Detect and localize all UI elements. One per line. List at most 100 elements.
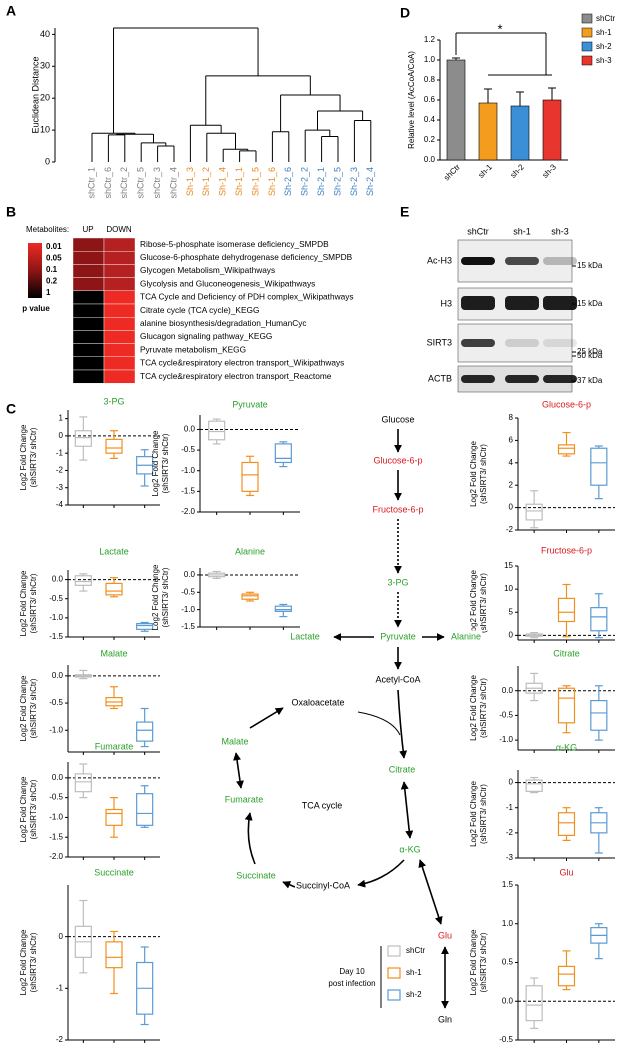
heatmap-cell	[73, 304, 104, 317]
y-tick-label: 1.2	[424, 35, 436, 44]
heatmap-cell	[73, 317, 104, 330]
y-tick-label: -2	[56, 1035, 64, 1044]
y-tick-label: 1	[59, 414, 64, 423]
legend-label: sh-1	[596, 28, 612, 37]
y-tick-label: -1	[56, 448, 64, 457]
y-tick-label: 0	[59, 932, 64, 941]
y-tick-label: 0.6	[424, 95, 436, 104]
y-tick-label: 2	[509, 480, 514, 489]
column-label: UP	[82, 225, 93, 234]
box	[137, 794, 153, 826]
y-tick-label: 0.4	[424, 115, 436, 124]
leaf-label: Sh-2_3	[349, 167, 359, 196]
y-tick-label: -0.5	[181, 587, 195, 596]
row-label: Glucagon signaling pathway_KEGG	[140, 331, 272, 341]
y-tick-label: -3	[56, 483, 64, 492]
blot-row-label: ACTB	[428, 373, 452, 383]
y-tick-label: -2	[506, 525, 514, 534]
box	[559, 813, 575, 836]
scale-tick-label: 0.01	[46, 242, 62, 251]
legend-swatch	[388, 990, 400, 1000]
legend-swatch	[388, 946, 400, 956]
y-axis-label: (shSIRT3/ shCtr)	[161, 433, 170, 493]
blot-row-label: H3	[440, 298, 452, 308]
box	[591, 448, 607, 485]
y-axis-label: Log2 Fold Change	[19, 929, 28, 995]
blot-band	[505, 257, 539, 265]
heatmap-cell	[104, 330, 135, 343]
color-scale	[28, 243, 42, 298]
lane-label: sh-1	[513, 226, 531, 236]
marker-label: 37 kDa	[577, 376, 603, 385]
bar	[543, 100, 561, 160]
y-tick-label: -2	[506, 828, 514, 837]
box	[591, 701, 607, 731]
box	[559, 445, 575, 454]
blot-row-label: Ac-H3	[427, 255, 452, 265]
box	[75, 774, 91, 792]
y-tick-label: 0.0	[184, 570, 196, 579]
heatmap-cell	[104, 264, 135, 277]
scale-tick-label: 1	[46, 288, 51, 297]
leaf-label: shCtr_6	[103, 167, 113, 199]
blot-band	[461, 339, 495, 347]
y-tick-label: 0.0	[502, 996, 514, 1005]
y-tick-label: 0	[45, 156, 50, 166]
y-axis-label: Log2 Fold Change	[19, 424, 28, 490]
box	[559, 966, 575, 985]
y-axis-label: Log2 Fold Change	[469, 570, 478, 636]
legend-label: sh-2	[596, 42, 612, 51]
box	[106, 583, 122, 594]
blot-band	[543, 257, 577, 265]
box	[106, 439, 122, 453]
legend-label: sh-1	[406, 968, 422, 977]
sig-star: *	[497, 21, 502, 36]
y-tick-label: -2.0	[49, 852, 63, 861]
y-axis-label: Log2 Fold Change	[19, 570, 28, 636]
y-axis-label: (shSIRT3/ shCtr)	[161, 567, 170, 627]
y-axis-label: Log2 Fold Change	[469, 929, 478, 995]
box	[106, 810, 122, 826]
y-tick-label: 0	[509, 778, 514, 787]
lane-label: sh-3	[551, 226, 569, 236]
row-label: TCA cycle&respiratory electron transport…	[140, 358, 344, 368]
y-tick-label: 0	[509, 630, 514, 639]
box	[209, 421, 225, 440]
pathway-node: Fumarate	[225, 794, 264, 804]
pathway-node: Glucose	[381, 414, 414, 424]
row-label: TCA Cycle and Deficiency of PDH complex_…	[140, 292, 354, 302]
marker-label: 15 kDa	[577, 299, 603, 308]
y-axis-label: Log2 Fold Change	[151, 564, 160, 630]
y-axis-label: (shSIRT3/ shCtr)	[29, 678, 38, 738]
y-tick-label: 8	[509, 413, 514, 422]
marker-label: 15 kDa	[577, 261, 603, 270]
y-tick-label: -0.5	[499, 1035, 513, 1044]
plot-title: 3-PG	[103, 396, 124, 406]
y-tick-label: -1	[506, 803, 514, 812]
pathway-node: Lactate	[290, 631, 320, 641]
scale-title: p value	[22, 304, 50, 313]
y-axis-label: (shSIRT3/ shCtr)	[479, 573, 488, 633]
marker-label: 50 kDa	[577, 351, 603, 360]
y-tick-label: 30	[40, 61, 50, 71]
y-tick-label: 10	[40, 124, 50, 134]
y-tick-label: -1.5	[181, 622, 195, 631]
leaf-label: shCtr_1	[86, 167, 96, 199]
heatmap-cell	[73, 344, 104, 357]
row-label: Glucose-6-phosphate dehydrogenase defici…	[140, 252, 353, 262]
box	[526, 780, 542, 791]
y-axis-label: Log2 Fold Change	[469, 675, 478, 741]
pathway-node: Citrate	[389, 764, 416, 774]
legend-title: Day 10	[339, 967, 365, 976]
y-axis-label: Log2 Fold Change	[19, 675, 28, 741]
legend-label: sh-3	[596, 56, 612, 65]
heatmap-cell	[73, 291, 104, 304]
y-tick-label: 1.0	[502, 919, 514, 928]
y-tick-label: -0.5	[499, 711, 513, 720]
plot-title: Glu	[559, 867, 573, 877]
heatmap-cell	[104, 278, 135, 291]
y-axis-label: (shSIRT3/ shCtr)	[29, 427, 38, 487]
pathway-node: Pyruvate	[380, 631, 416, 641]
leaf-label: Sh-2_2	[300, 167, 310, 196]
leaf-label: Sh-2_4	[365, 167, 375, 196]
